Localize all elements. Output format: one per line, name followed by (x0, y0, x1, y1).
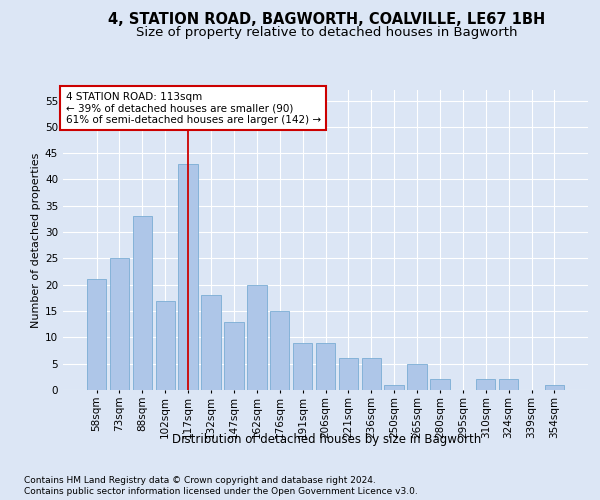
Bar (499, 380, 518, 390)
Bar (316, 342, 335, 390)
Text: 4 STATION ROAD: 113sqm
← 39% of detached houses are smaller (90)
61% of semi-det: 4 STATION ROAD: 113sqm ← 39% of detached… (65, 92, 321, 124)
Text: Size of property relative to detached houses in Bagworth: Size of property relative to detached ho… (136, 26, 518, 39)
Bar (87, 280, 106, 390)
Bar (133, 216, 152, 390)
Bar (247, 284, 266, 390)
Bar (155, 300, 175, 390)
Bar (385, 384, 404, 390)
Text: Contains public sector information licensed under the Open Government Licence v3: Contains public sector information licen… (24, 488, 418, 496)
Bar (178, 164, 198, 390)
Bar (202, 296, 221, 390)
Bar (270, 311, 289, 390)
Bar (293, 342, 313, 390)
Text: Contains HM Land Registry data © Crown copyright and database right 2024.: Contains HM Land Registry data © Crown c… (24, 476, 376, 485)
Bar (224, 322, 244, 390)
Bar (430, 380, 449, 390)
Text: 4, STATION ROAD, BAGWORTH, COALVILLE, LE67 1BH: 4, STATION ROAD, BAGWORTH, COALVILLE, LE… (109, 12, 545, 28)
Bar (362, 358, 381, 390)
Text: Distribution of detached houses by size in Bagworth: Distribution of detached houses by size … (172, 432, 482, 446)
Bar (407, 364, 427, 390)
Y-axis label: Number of detached properties: Number of detached properties (31, 152, 41, 328)
Bar (476, 380, 496, 390)
Bar (338, 358, 358, 390)
Bar (545, 384, 564, 390)
Bar (110, 258, 129, 390)
